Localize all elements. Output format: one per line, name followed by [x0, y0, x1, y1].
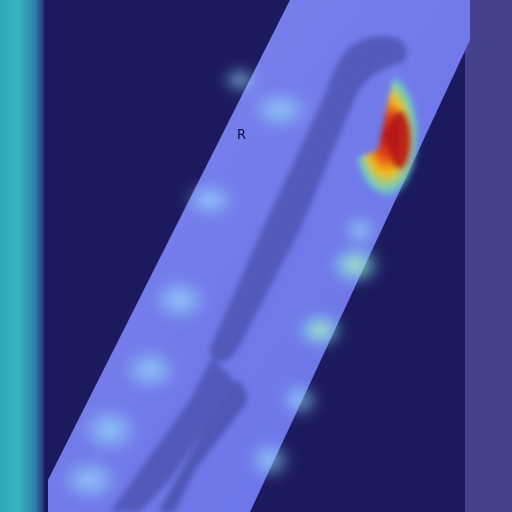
side-marker-label: R — [237, 128, 247, 143]
left-colormap-strip — [0, 0, 44, 512]
activation-blobs — [60, 66, 381, 502]
arm-bone-silhouette — [110, 36, 407, 512]
heatmap-hotspot — [352, 70, 420, 200]
right-border-strip — [465, 0, 512, 512]
